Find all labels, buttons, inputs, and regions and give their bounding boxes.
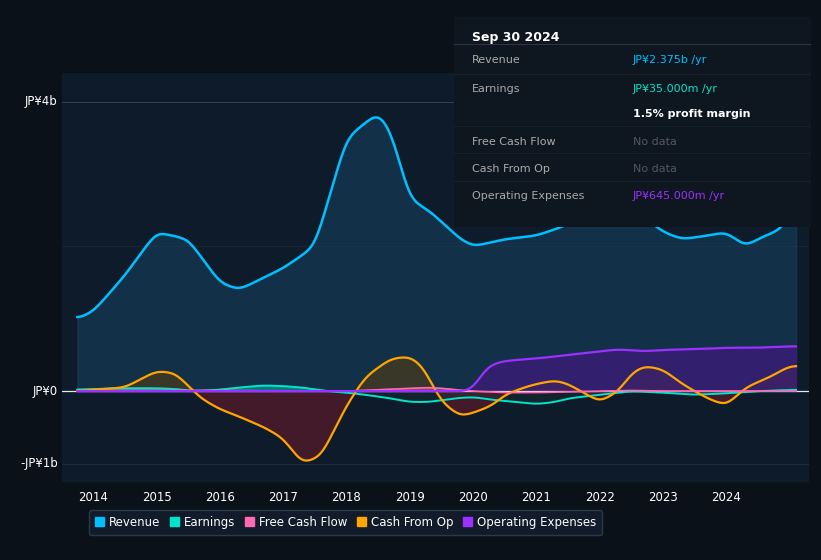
- Text: No data: No data: [633, 137, 677, 147]
- Text: Earnings: Earnings: [472, 84, 521, 94]
- Text: No data: No data: [633, 164, 677, 174]
- Text: 1.5% profit margin: 1.5% profit margin: [633, 109, 750, 119]
- Text: -JP¥1b: -JP¥1b: [20, 457, 57, 470]
- Text: JP¥2.375b /yr: JP¥2.375b /yr: [633, 55, 707, 64]
- Text: JP¥4b: JP¥4b: [25, 95, 57, 108]
- Text: Sep 30 2024: Sep 30 2024: [472, 31, 559, 44]
- Text: Operating Expenses: Operating Expenses: [472, 191, 585, 201]
- Text: Revenue: Revenue: [472, 55, 521, 64]
- Text: Free Cash Flow: Free Cash Flow: [472, 137, 556, 147]
- Text: JP¥645.000m /yr: JP¥645.000m /yr: [633, 191, 725, 201]
- Legend: Revenue, Earnings, Free Cash Flow, Cash From Op, Operating Expenses: Revenue, Earnings, Free Cash Flow, Cash …: [89, 510, 602, 535]
- Text: JP¥0: JP¥0: [33, 385, 57, 398]
- Text: Cash From Op: Cash From Op: [472, 164, 550, 174]
- Text: JP¥35.000m /yr: JP¥35.000m /yr: [633, 84, 718, 94]
